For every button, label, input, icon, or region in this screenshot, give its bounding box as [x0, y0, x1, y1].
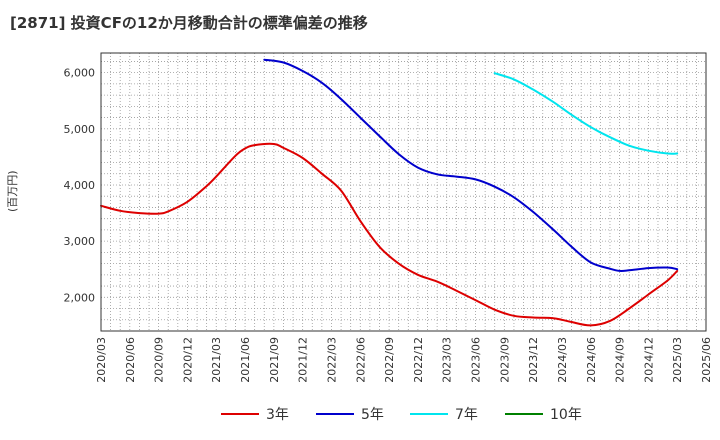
series-line-2: [493, 72, 679, 155]
x-tick-label: 2022/12: [412, 337, 425, 383]
x-tick-label: 2023/09: [498, 337, 511, 383]
x-tick-label: 2021/12: [297, 337, 310, 383]
x-tick-label: 2024/12: [642, 337, 655, 383]
y-tick-label: 3,000: [64, 235, 96, 248]
x-tick-label: 2020/06: [124, 337, 137, 383]
x-tick-label: 2021/09: [268, 337, 281, 383]
series-line-1: [263, 58, 679, 273]
chart-title: [2871] 投資CFの12か月移動合計の標準偏差の推移: [10, 14, 368, 32]
x-tick-label: 2020/12: [181, 337, 194, 383]
y-tick-label: 6,000: [64, 67, 96, 80]
x-tick-label: 2024/06: [585, 337, 598, 383]
grid: [100, 53, 707, 331]
x-tick-label: 2022/06: [354, 337, 367, 383]
legend-swatch-10y: [505, 413, 543, 415]
x-tick-label: 2025/03: [671, 337, 684, 383]
y-tick-label: 4,000: [64, 179, 96, 192]
legend-label-3y: 3年: [266, 407, 289, 423]
x-tick-label: 2023/03: [441, 337, 454, 383]
x-tick-label: 2021/06: [239, 337, 252, 383]
x-tick-label: 2020/09: [153, 337, 166, 383]
x-tick-label: 2025/06: [700, 337, 713, 383]
legend-swatch-3y: [221, 413, 259, 415]
x-tick-label: 2020/03: [95, 337, 108, 383]
y-tick-label: 5,000: [64, 123, 96, 136]
plot-background: [101, 53, 706, 331]
series-lines: [100, 58, 679, 327]
legend-swatch-5y: [316, 413, 354, 415]
legend-label-7y: 7年: [455, 407, 478, 423]
legend: 3年 5年 7年 10年: [0, 400, 720, 424]
series-line-0: [100, 142, 679, 327]
legend-label-5y: 5年: [361, 407, 384, 423]
x-tick-label: 2023/12: [527, 337, 540, 383]
x-tick-label: 2023/06: [470, 337, 483, 383]
x-tick-label: 2022/09: [383, 337, 396, 383]
legend-swatch-7y: [410, 413, 448, 415]
x-tick-label: 2024/09: [614, 337, 627, 383]
axes: 2020/03 2020/06 2020/09 2020/12 2021/03 2021/…: [64, 52, 713, 383]
x-tick-label: 2024/03: [556, 337, 569, 383]
y-tick-label: 2,000: [64, 291, 96, 304]
legend-label-10y: 10年: [550, 407, 582, 423]
x-tick-label: 2022/03: [325, 337, 338, 383]
plot-frame: [100, 52, 707, 332]
x-tick-label: 2021/03: [210, 337, 223, 383]
